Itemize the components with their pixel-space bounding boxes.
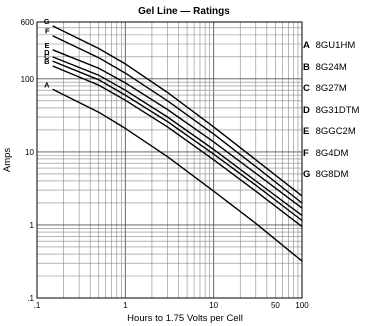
series-letter-label: A: [44, 80, 50, 89]
legend-key: G: [303, 169, 311, 180]
legend: A 8GU1HM B 8G24M C 8G27M D 8G31DTM E 8GGC2M F…: [303, 40, 377, 191]
legend-label: 8GGC2M: [313, 126, 356, 137]
series-letter-label: D: [44, 48, 50, 57]
x-tick-label: 100: [295, 301, 309, 310]
series-line-g: [52, 25, 303, 197]
legend-entry: C 8G27M: [303, 83, 377, 105]
series-letter-label: F: [45, 27, 50, 36]
series-line-f: [52, 35, 303, 204]
series-letter-label: C: [44, 52, 50, 61]
legend-key: F: [303, 147, 309, 159]
x-axis-label: Hours to 1.75 Volts per Cell: [127, 313, 243, 324]
x-tick-label: .1: [34, 301, 41, 310]
legend-label: 8G24M: [313, 61, 347, 73]
legend-key: B: [303, 61, 310, 73]
x-tick-label: 1: [123, 301, 128, 310]
y-axis-label: Amps: [2, 148, 13, 173]
grid: [36, 21, 302, 299]
y-tick-label: 600: [21, 18, 35, 27]
series-letter-label: B: [44, 57, 50, 66]
chart-title: Gel Line — Ratings: [138, 6, 230, 17]
series-letter-label: G: [44, 17, 50, 26]
y-tick-label: 10: [25, 148, 34, 157]
series-letter-label: E: [45, 41, 50, 50]
legend-entry: B 8G24M: [303, 62, 377, 84]
legend-entry: F 8G4DM: [303, 148, 377, 170]
x-tick-label: 50: [271, 301, 280, 310]
tick-labels: .1 1 10 50 100 .1 1 10 100 600: [21, 18, 310, 310]
plot-frame: [36, 21, 303, 299]
series-line-b: [52, 65, 303, 228]
y-tick-label: .1: [27, 294, 34, 303]
y-tick-label: 1: [30, 221, 35, 230]
legend-key: E: [303, 126, 310, 137]
legend-entry: A 8GU1HM: [303, 40, 377, 62]
legend-key: A: [303, 40, 310, 51]
legend-entry: G 8G8DM: [303, 169, 377, 191]
x-tick-label: 10: [209, 301, 218, 310]
y-tick-label: 100: [21, 75, 35, 84]
series-line-a: [52, 88, 303, 262]
legend-label: 8GU1HM: [313, 40, 356, 51]
legend-label: 8G27M: [313, 83, 347, 94]
legend-label: 8G31DTM: [313, 104, 360, 116]
series-line-d: [52, 56, 303, 216]
legend-key: D: [303, 104, 310, 116]
legend-label: 8G4DM: [313, 147, 349, 159]
legend-key: C: [303, 83, 310, 94]
series-line-e: [52, 49, 303, 209]
series-line-c: [52, 60, 303, 222]
legend-entry: D 8G31DTM: [303, 105, 377, 127]
legend-entry: E 8GGC2M: [303, 126, 377, 148]
legend-label: 8G8DM: [313, 169, 349, 180]
